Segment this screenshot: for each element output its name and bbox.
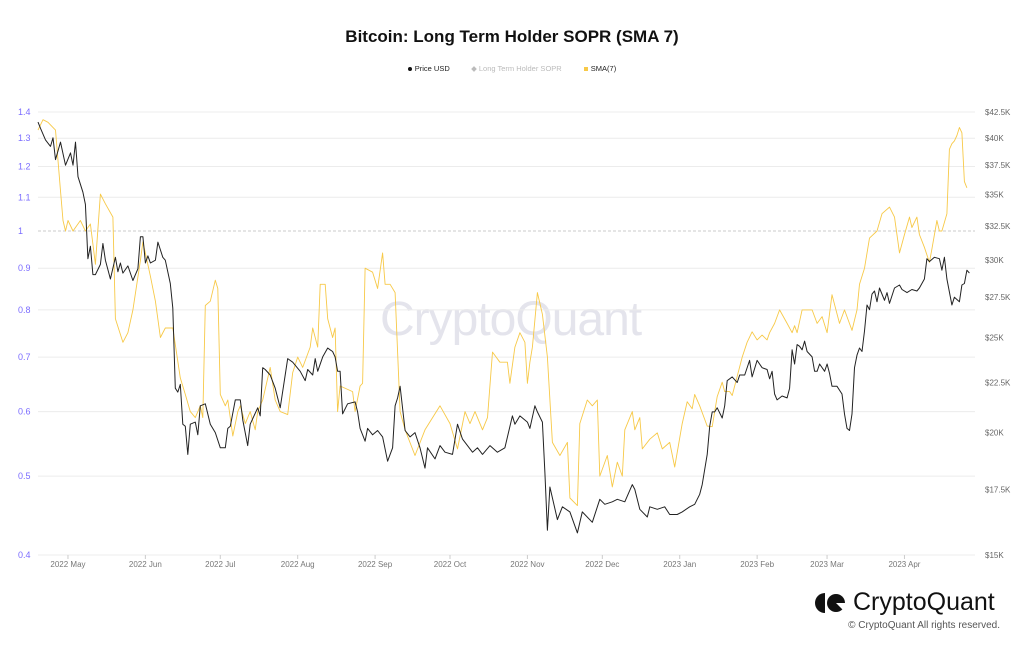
left-tick-label: 0.9	[18, 263, 31, 273]
square-icon	[583, 67, 588, 72]
x-tick-label: 2022 Dec	[585, 560, 619, 569]
x-tick-label: 2022 Jul	[205, 560, 235, 569]
right-tick-label: $20K	[985, 429, 1004, 438]
left-tick-label: 1.2	[18, 162, 31, 172]
x-tick-label: 2023 Mar	[810, 560, 844, 569]
x-tick-label: 2022 Jun	[129, 560, 162, 569]
cryptoquant-logo-icon	[815, 592, 845, 613]
right-tick-label: $15K	[985, 551, 1004, 560]
x-tick-label: 2022 Nov	[510, 560, 544, 569]
gridlines	[38, 111, 975, 556]
left-tick-label: 0.8	[18, 305, 31, 315]
left-tick-label: 1.4	[18, 107, 31, 117]
x-tick-label: 2022 Aug	[281, 560, 315, 569]
right-tick-label: $42.5K	[985, 108, 1011, 117]
legend-label: SMA(7)	[590, 64, 617, 73]
dot-icon	[407, 67, 412, 72]
left-tick-label: 1.1	[18, 192, 31, 202]
x-tick-label: 2023 Apr	[888, 560, 920, 569]
right-tick-label: $22.5K	[985, 379, 1011, 388]
right-tick-label: $30K	[985, 256, 1004, 265]
price-usd-line	[37, 121, 970, 534]
left-tick-label: 0.4	[18, 550, 31, 560]
legend-item-price[interactable]: Price USD	[407, 64, 450, 73]
chart-title: Bitcoin: Long Term Holder SOPR (SMA 7)	[345, 27, 679, 46]
right-tick-label: $32.5K	[985, 222, 1011, 231]
legend-label: Long Term Holder SOPR	[478, 64, 562, 73]
legend-label: Price USD	[414, 64, 450, 73]
legend-item-sopr[interactable]: Long Term Holder SOPR	[471, 64, 562, 73]
sma7-line	[37, 119, 968, 507]
left-tick-label: 1.3	[18, 133, 31, 143]
x-tick-label: 2022 Sep	[358, 560, 393, 569]
right-tick-label: $27.5K	[985, 293, 1011, 302]
x-axis: 2022 May 2022 Jun 2022 Jul 2022 Aug 2022 Sep…	[50, 555, 921, 569]
copyright: © CryptoQuant All rights reserved.	[848, 620, 1000, 631]
left-axis: 1.4 1.3 1.2 1.1 1 0.9 0.8 0.7 0.6 0.5 0.4	[18, 107, 31, 560]
series-lines	[37, 119, 970, 534]
x-tick-label: 2022 Oct	[434, 560, 467, 569]
right-axis: $42.5K $40K $37.5K $35K $32.5K $30K $27.5K $25K…	[985, 108, 1011, 560]
left-tick-label: 1	[18, 226, 23, 236]
right-tick-label: $40K	[985, 134, 1004, 143]
left-tick-label: 0.6	[18, 407, 31, 417]
left-tick-label: 0.5	[18, 471, 31, 481]
brand-logo: CryptoQuant	[815, 588, 995, 617]
brand-name: CryptoQuant	[853, 588, 995, 616]
x-tick-label: 2023 Jan	[663, 560, 696, 569]
right-tick-label: $25K	[985, 334, 1004, 343]
watermark: CryptoQuant	[380, 293, 642, 346]
right-tick-label: $37.5K	[985, 161, 1011, 170]
legend: Price USD Long Term Holder SOPR SMA(7)	[0, 64, 1024, 73]
left-tick-label: 0.7	[18, 352, 31, 362]
legend-item-sma[interactable]: SMA(7)	[583, 64, 617, 73]
x-tick-label: 2023 Feb	[740, 560, 774, 569]
right-tick-label: $35K	[985, 191, 1004, 200]
right-tick-label: $17.5K	[985, 485, 1011, 494]
x-tick-label: 2022 May	[50, 560, 85, 569]
